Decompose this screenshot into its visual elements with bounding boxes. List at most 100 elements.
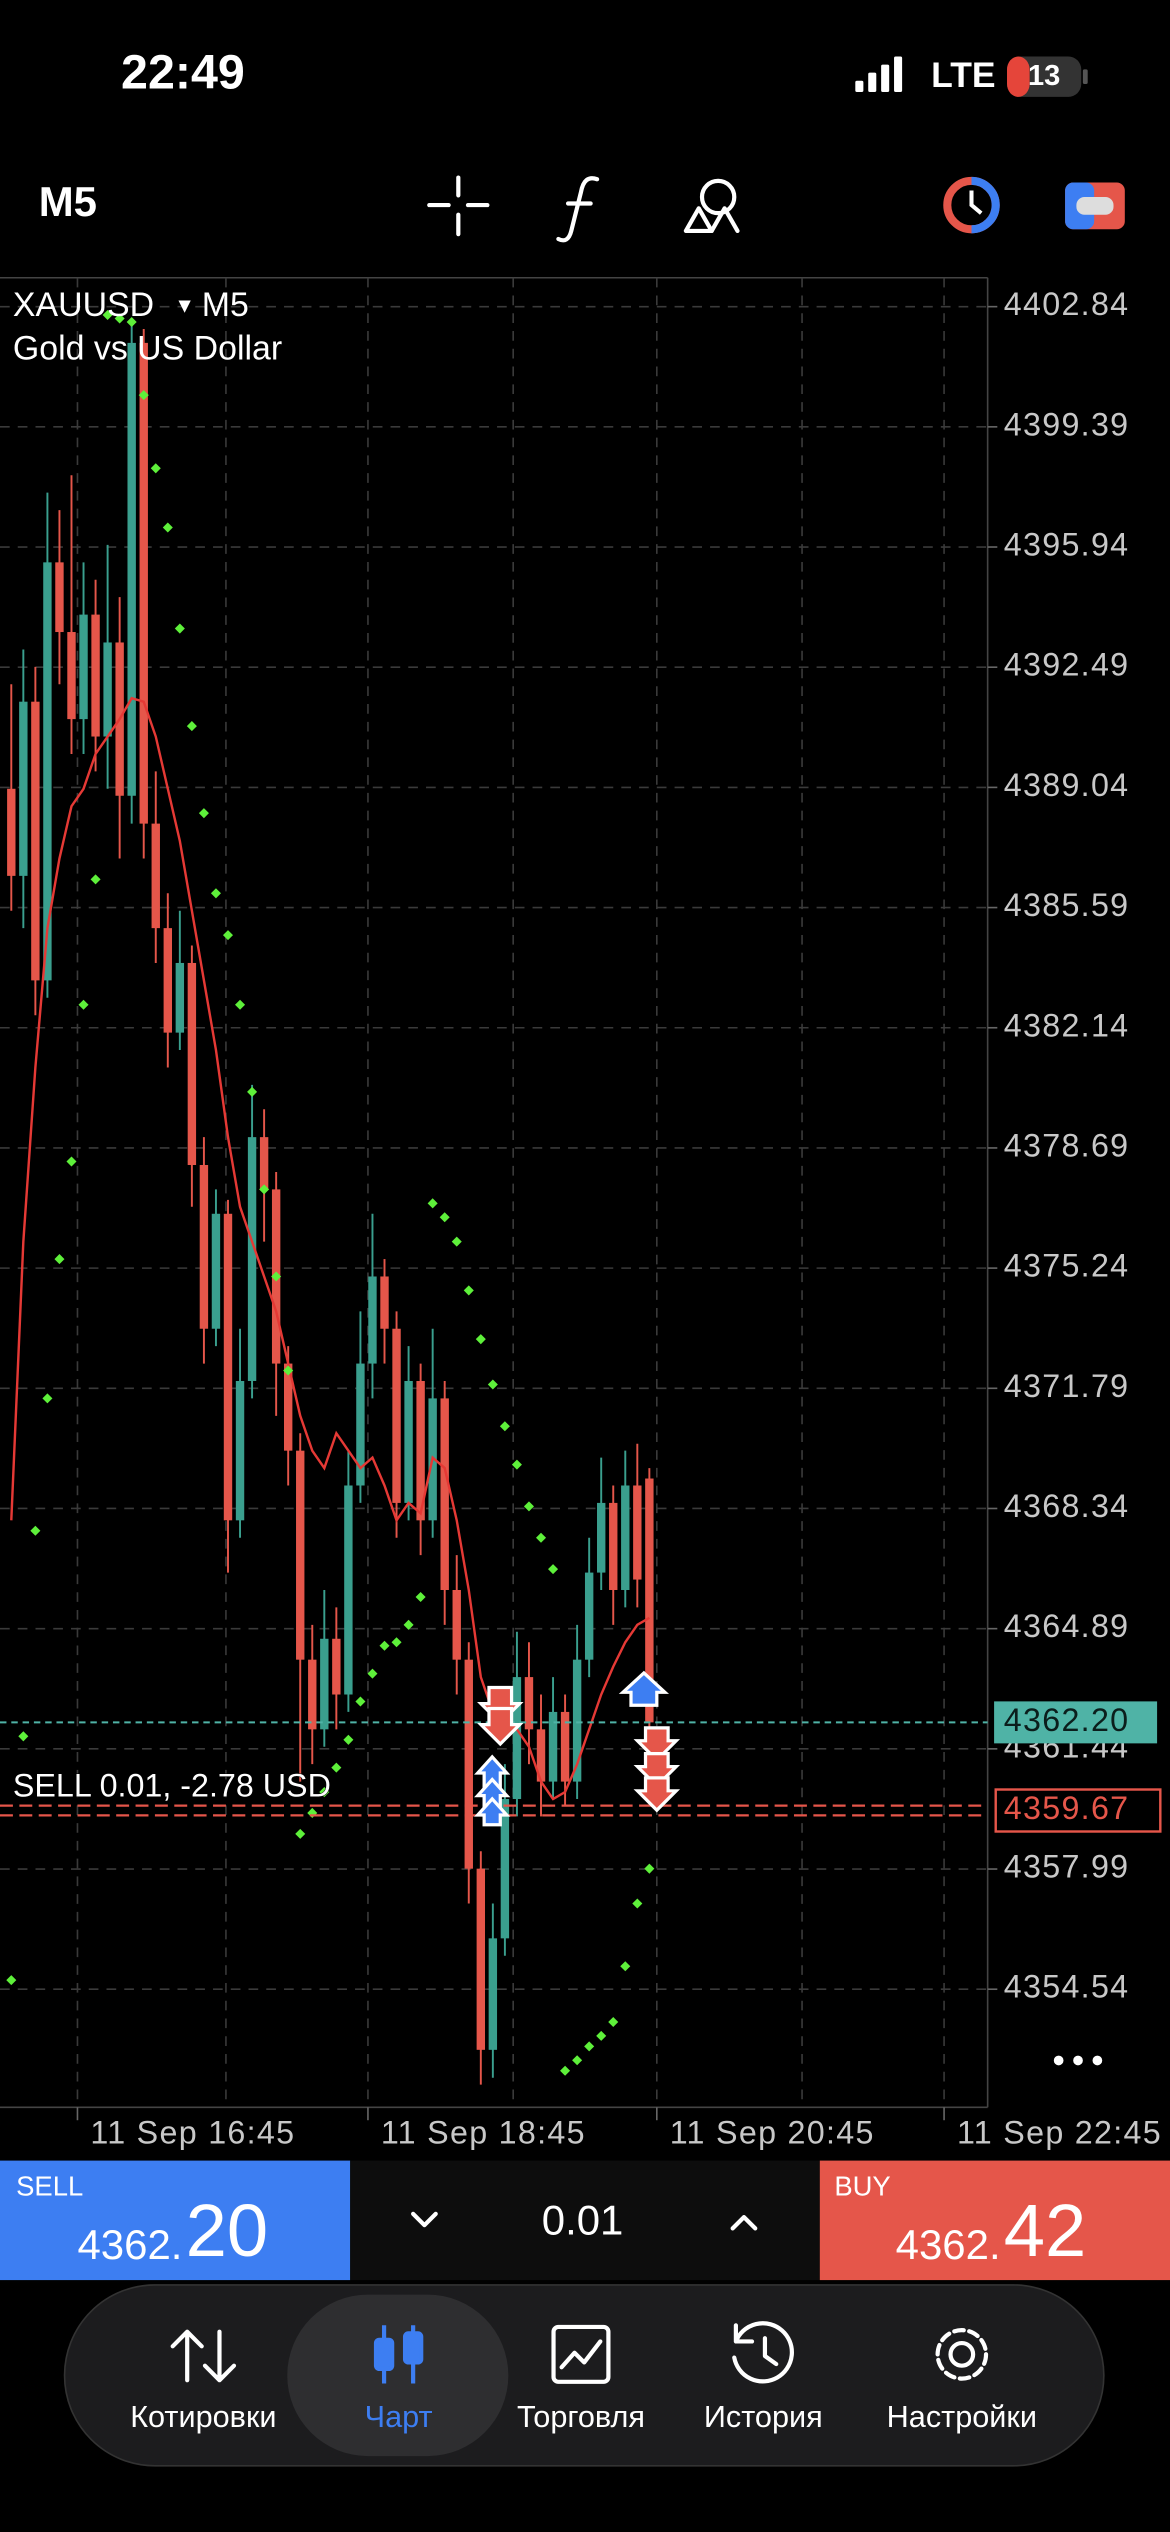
plot: 4362.20 SELL 0.01, -2.78 USD 4359.67: [0, 309, 1162, 2085]
candle-body: [151, 823, 160, 929]
sar-dot: [102, 309, 113, 321]
network: LTE: [931, 55, 995, 95]
candle-body: [512, 1677, 522, 1800]
candle-body: [308, 1659, 317, 1730]
sell-price-big: 20: [186, 2189, 269, 2272]
candle-body: [175, 962, 185, 1033]
candle-body: [500, 1799, 510, 1939]
symbol[interactable]: XAUUSD: [13, 286, 154, 324]
symbol-dropdown[interactable]: ▼: [174, 294, 195, 317]
candle-body: [609, 1502, 618, 1591]
candle-body: [55, 562, 64, 633]
candle-body: [476, 1868, 486, 2050]
y-tick-label: 4392.49: [1004, 647, 1130, 683]
sar-dot: [535, 1532, 547, 1543]
sar-dot: [235, 999, 246, 1010]
tab-label[interactable]: История: [704, 2400, 823, 2434]
tab-label[interactable]: Котировки: [130, 2400, 276, 2434]
sar-dot: [186, 721, 197, 732]
indicators-button[interactable]: [556, 176, 600, 243]
sell-button[interactable]: [0, 2160, 351, 2281]
buy-price-big: 42: [1004, 2189, 1087, 2272]
candle-body: [163, 928, 172, 1033]
symbol-timeframe: M5: [202, 286, 249, 324]
y-tick-label: 4371.79: [1004, 1368, 1130, 1404]
bid-label: 4362.20: [1004, 1702, 1130, 1738]
volume-up-button[interactable]: [730, 2215, 758, 2231]
tab-label[interactable]: Торговля: [517, 2400, 645, 2434]
candle-body: [235, 1380, 245, 1521]
more-button[interactable]: [1053, 2055, 1103, 2066]
y-tick-label: 4402.84: [1004, 286, 1130, 322]
candle-body: [332, 1638, 341, 1695]
candle-body: [223, 1213, 233, 1521]
candle-body: [320, 1638, 329, 1730]
candle-body: [416, 1380, 425, 1521]
candle-body: [452, 1590, 461, 1660]
sar-dot: [138, 390, 149, 401]
order-label: SELL 0.01, -2.78 USD: [13, 1767, 331, 1803]
sar-dot: [18, 1731, 29, 1742]
settings-icon: [935, 2328, 989, 2381]
candle-body: [368, 1276, 377, 1364]
sell-label: SELL: [16, 2170, 83, 2201]
sell-price-main: 4362.: [77, 2221, 182, 2268]
moving-average: [10, 696, 650, 1801]
candle-body: [524, 1677, 534, 1730]
order-price-box: [994, 1788, 1162, 1833]
tab-label[interactable]: Настройки: [887, 2400, 1037, 2434]
tab-label[interactable]: Чарт: [365, 2400, 433, 2434]
symbol-description: Gold vs US Dollar: [13, 329, 282, 367]
sar-dot: [295, 1828, 306, 1839]
quotes-icon: [170, 2329, 237, 2383]
crosshair-button[interactable]: [427, 175, 490, 237]
sar-dot: [511, 1459, 522, 1470]
y-tick-label: 4364.89: [1004, 1608, 1130, 1644]
candle-body: [572, 1659, 582, 1782]
sar-dot: [475, 1334, 486, 1345]
sar-dot: [548, 1564, 559, 1575]
candle-body: [621, 1485, 630, 1591]
x-tick-label: 11 Sep 20:45: [670, 2114, 875, 2150]
candle-body: [187, 962, 197, 1166]
candle-body: [19, 701, 28, 876]
sar-dot: [331, 1762, 342, 1773]
tab-labels: Котировки Чарт Торговля История Настройки: [130, 2400, 1037, 2434]
candle-body: [31, 701, 40, 981]
candle-body: [645, 1478, 654, 1723]
buy-price-main: 4362.: [896, 2221, 1001, 2268]
trade-button[interactable]: [1065, 182, 1125, 230]
signal-icon: [855, 56, 903, 93]
trade-icon: [551, 2324, 611, 2384]
volume[interactable]: 0.01: [542, 2197, 624, 2244]
timeframe-button[interactable]: M5: [39, 178, 97, 225]
candle-body: [440, 1398, 449, 1591]
sar-dot: [247, 1086, 258, 1097]
sar-dot: [620, 1961, 631, 1972]
volume-down-button[interactable]: [411, 2211, 438, 2228]
candle-body: [139, 342, 148, 824]
sar-dot: [523, 1501, 534, 1512]
x-tick-label: 11 Sep 22:45: [957, 2114, 1162, 2150]
history-icon: [732, 2321, 794, 2384]
candle-body: [536, 1729, 546, 1782]
candle-body: [584, 1572, 594, 1660]
candle-body: [247, 1137, 257, 1381]
order-price-label: 4359.67: [1004, 1790, 1130, 1826]
candle-body: [259, 1137, 269, 1190]
sar-dot: [150, 463, 161, 474]
candle-body: [597, 1502, 606, 1573]
candle-body: [633, 1485, 642, 1580]
trade-arrows: [474, 1670, 681, 1827]
sar-dot: [210, 888, 221, 899]
chart-icon: [373, 2325, 424, 2384]
sar-dot: [343, 1734, 354, 1745]
candle-body: [392, 1328, 401, 1503]
buy-button[interactable]: [819, 2160, 1170, 2281]
candle-body: [43, 562, 52, 981]
candle-body: [380, 1276, 389, 1329]
objects-button[interactable]: [683, 178, 740, 234]
account-button[interactable]: [943, 176, 1000, 234]
